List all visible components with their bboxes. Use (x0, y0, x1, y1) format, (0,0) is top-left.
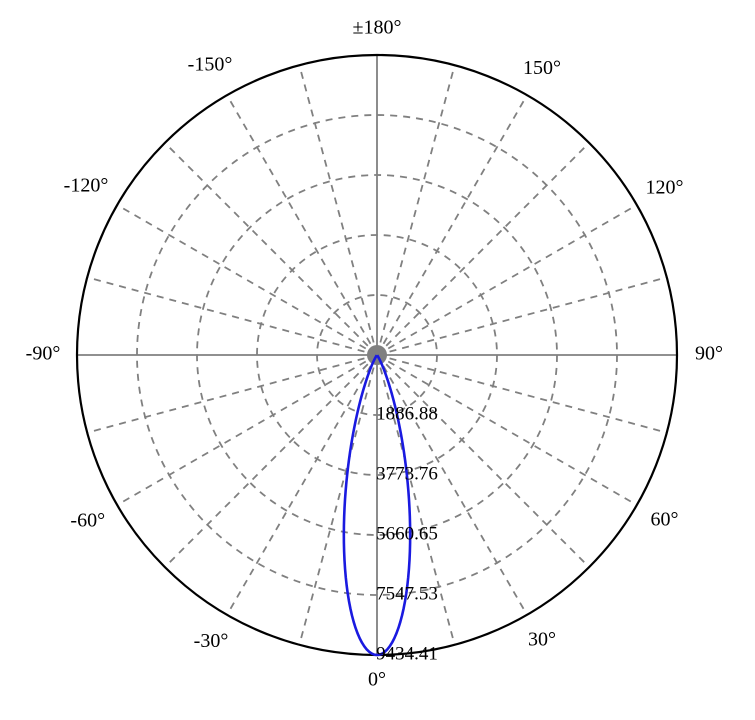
radial-tick-label: 5660.65 (376, 523, 438, 544)
angle-label: 30° (528, 628, 556, 650)
angle-label: -150° (188, 53, 233, 75)
angle-label: 0° (368, 669, 386, 691)
angle-label: -60° (70, 510, 105, 532)
angle-label: -120° (64, 175, 109, 197)
center-hub (367, 345, 387, 365)
polar-chart: 1886.88 3773.76 5660.65 7547.53 9434.41 ±180°… (0, 0, 755, 720)
angle-label: 90° (695, 343, 723, 365)
angle-label: 120° (646, 177, 684, 199)
radial-tick-label: 1886.88 (376, 403, 438, 424)
angle-label: 150° (523, 57, 561, 79)
radial-tick-label: 3773.76 (376, 463, 438, 484)
angle-label: 60° (651, 509, 679, 531)
angle-label: ±180° (353, 17, 402, 39)
radial-tick-label: 7547.53 (376, 583, 438, 604)
angle-label: -90° (26, 343, 61, 365)
angle-label: -30° (194, 630, 229, 652)
radial-tick-label: 9434.41 (376, 643, 438, 664)
